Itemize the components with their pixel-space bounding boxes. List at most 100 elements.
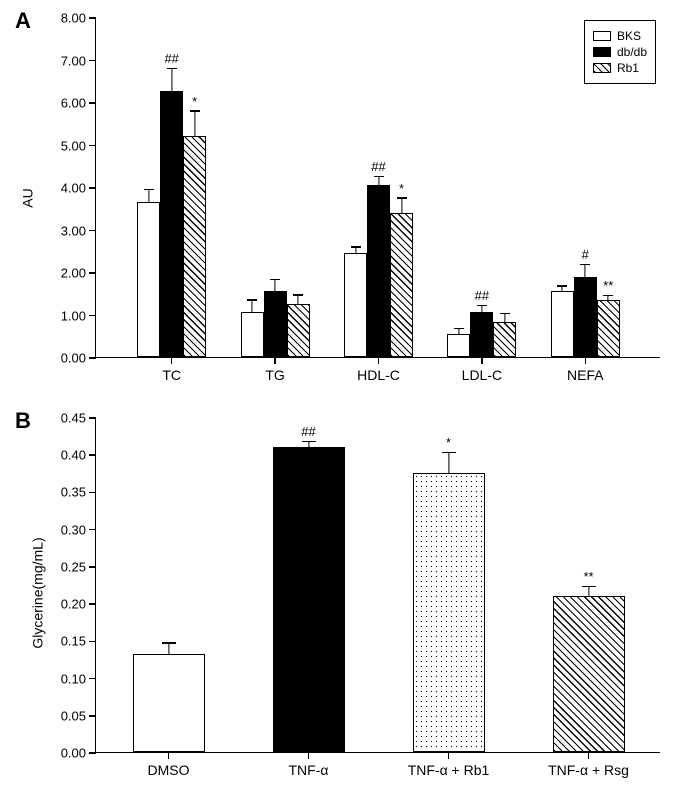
significance-label: ## xyxy=(371,159,385,174)
ytick-label: 0.40 xyxy=(61,448,96,463)
error-cap xyxy=(582,586,596,587)
bar xyxy=(273,447,345,752)
legend-row: Rb1 xyxy=(593,61,647,75)
panel-a: A AU 0.001.002.003.004.005.006.007.008.0… xyxy=(0,0,680,395)
significance-label: ## xyxy=(301,424,315,439)
error-bar xyxy=(401,198,402,213)
legend-label: BKS xyxy=(617,29,641,43)
significance-label: ## xyxy=(475,288,489,303)
bar xyxy=(447,334,470,357)
bar xyxy=(287,304,310,357)
panel-b: B Glycerine(mg/mL) 0.000.050.100.150.200… xyxy=(0,400,680,795)
error-cap xyxy=(557,285,567,286)
ytick-label: 7.00 xyxy=(61,53,96,68)
ytick-label: 0.00 xyxy=(61,746,96,761)
bar xyxy=(344,253,367,357)
error-bar xyxy=(448,452,449,473)
ytick-label: 3.00 xyxy=(61,223,96,238)
ytick-label: 1.00 xyxy=(61,308,96,323)
panel-a-plot-area: 0.001.002.003.004.005.006.007.008.00TC##… xyxy=(95,18,660,358)
bar xyxy=(553,596,625,752)
error-bar xyxy=(194,111,195,137)
ytick-label: 0.45 xyxy=(61,411,96,426)
legend-row: BKS xyxy=(593,29,647,43)
xcat-label: DMSO xyxy=(148,752,190,778)
xcat-label: TG xyxy=(265,357,284,383)
bar xyxy=(264,291,287,357)
error-cap xyxy=(442,452,456,453)
legend-swatch xyxy=(593,47,611,57)
error-cap xyxy=(270,279,280,280)
legend-label: Rb1 xyxy=(617,61,639,75)
ytick-label: 4.00 xyxy=(61,181,96,196)
xcat-label: HDL-C xyxy=(357,357,400,383)
ytick-label: 0.10 xyxy=(61,671,96,686)
panel-b-ylabel: Glycerine(mg/mL) xyxy=(30,537,46,648)
bar xyxy=(597,300,620,357)
error-cap xyxy=(397,197,407,198)
error-bar xyxy=(275,279,276,291)
bar xyxy=(493,322,516,357)
error-cap xyxy=(162,642,176,643)
error-cap xyxy=(603,295,613,296)
error-bar xyxy=(298,295,299,304)
xcat-label: TNF-α xyxy=(289,752,329,778)
panel-b-chart: 0.000.050.100.150.200.250.300.350.400.45… xyxy=(95,418,660,753)
error-cap xyxy=(500,313,510,314)
ytick-label: 0.30 xyxy=(61,522,96,537)
error-cap xyxy=(144,189,154,190)
error-cap xyxy=(580,264,590,265)
error-cap xyxy=(477,305,487,306)
legend-row: db/db xyxy=(593,45,647,59)
bar xyxy=(133,654,205,752)
significance-label: ** xyxy=(603,278,613,293)
error-bar xyxy=(588,586,589,596)
bar xyxy=(160,91,183,357)
panel-a-chart: 0.001.002.003.004.005.006.007.008.00TC##… xyxy=(95,18,660,358)
panel-a-legend: BKS db/db Rb1 xyxy=(584,20,656,84)
ytick-label: 6.00 xyxy=(61,96,96,111)
xcat-label: TC xyxy=(162,357,181,383)
significance-label: * xyxy=(399,181,404,196)
panel-b-plot-area: 0.000.050.100.150.200.250.300.350.400.45… xyxy=(95,418,660,753)
panel-a-ylabel: AU xyxy=(20,188,36,207)
ytick-label: 0.05 xyxy=(61,708,96,723)
error-bar xyxy=(168,643,169,654)
error-bar xyxy=(481,305,482,313)
error-bar xyxy=(585,264,586,277)
error-cap xyxy=(247,299,257,300)
error-bar xyxy=(148,189,149,202)
bar xyxy=(137,202,160,357)
legend-swatch xyxy=(593,63,611,73)
ytick-label: 0.15 xyxy=(61,634,96,649)
error-cap xyxy=(454,328,464,329)
ytick-label: 0.20 xyxy=(61,597,96,612)
bar xyxy=(241,312,264,357)
bar xyxy=(470,312,493,357)
legend-swatch xyxy=(593,31,611,41)
ytick-label: 0.00 xyxy=(61,351,96,366)
ytick-label: 5.00 xyxy=(61,138,96,153)
error-cap xyxy=(302,441,316,442)
error-cap xyxy=(190,110,200,111)
ytick-label: 2.00 xyxy=(61,266,96,281)
panel-b-label: B xyxy=(15,408,31,434)
error-bar xyxy=(171,68,172,91)
xcat-label: NEFA xyxy=(567,357,604,383)
significance-label: ## xyxy=(164,51,178,66)
xcat-label: TNF-α + Rsg xyxy=(548,752,629,778)
error-cap xyxy=(374,176,384,177)
error-cap xyxy=(167,68,177,69)
error-cap xyxy=(351,246,361,247)
bar xyxy=(413,473,485,752)
significance-label: * xyxy=(446,435,451,450)
bar xyxy=(551,291,574,357)
error-bar xyxy=(252,300,253,313)
bar xyxy=(367,185,390,357)
error-bar xyxy=(378,176,379,185)
xcat-label: TNF-α + Rb1 xyxy=(408,752,490,778)
error-cap xyxy=(293,294,303,295)
bar xyxy=(390,213,413,358)
significance-label: # xyxy=(582,247,589,262)
bar xyxy=(574,277,597,357)
